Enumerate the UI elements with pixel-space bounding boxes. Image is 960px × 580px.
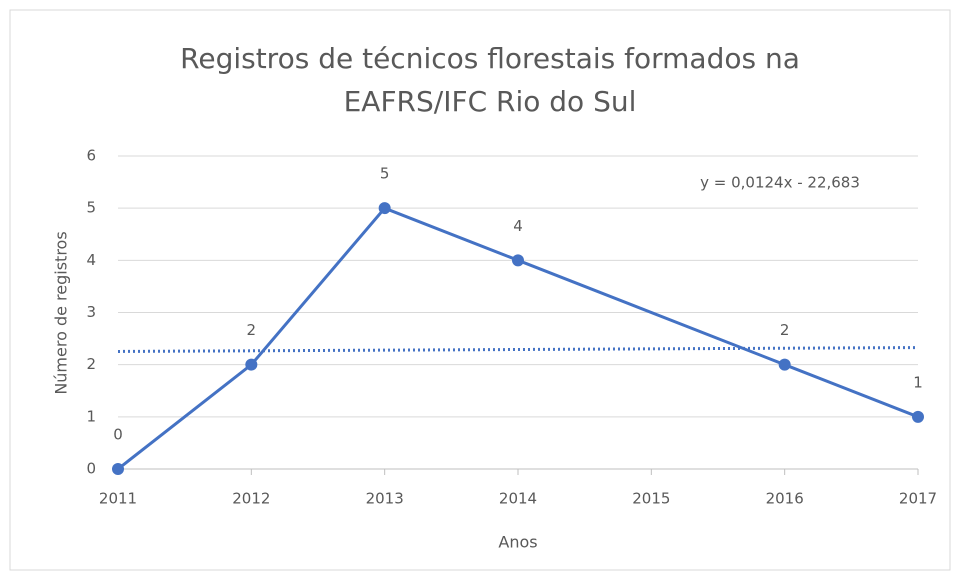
x-tick-label: 2017 [899,490,937,508]
data-label: 5 [380,165,390,183]
x-tick-label: 2016 [766,490,804,508]
y-tick-label: 5 [86,199,96,217]
y-axis-label: Número de registros [52,231,71,394]
x-axis-label: Anos [498,533,537,552]
chart-title: Registros de técnicos florestais formado… [180,42,800,75]
data-label: 1 [913,373,923,391]
y-tick-label: 1 [86,407,96,425]
data-point [912,410,924,423]
x-tick-label: 2013 [366,490,404,508]
data-point [512,254,524,267]
x-tick-label: 2015 [632,490,670,508]
y-tick-label: 3 [86,303,96,321]
y-tick-label: 4 [86,251,96,269]
data-label: 4 [513,217,523,235]
data-label: 2 [780,321,790,339]
data-point [378,202,391,215]
y-tick-label: 0 [86,460,96,478]
series-line [117,206,919,471]
chart-title: EAFRS/IFC Rio do Sul [344,85,637,118]
trendline-label: y = 0,0124x - 22,683 [700,174,860,192]
data-label: 0 [113,426,123,444]
data-point [245,358,258,371]
y-tick-label: 2 [86,355,96,373]
data-point [778,358,791,371]
y-tick-label: 6 [86,147,96,165]
x-tick-label: 2014 [499,490,537,508]
trendline [117,346,919,353]
x-tick-label: 2011 [99,490,137,508]
x-tick-label: 2012 [232,490,270,508]
chart-border [9,9,951,571]
data-point [112,463,124,475]
data-label: 2 [247,321,257,339]
